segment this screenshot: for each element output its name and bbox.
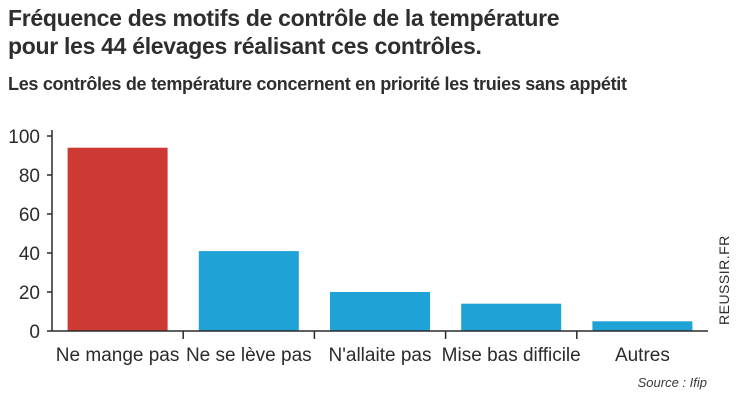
y-tick-label-0: 0: [29, 322, 40, 343]
bar-3: [461, 303, 562, 331]
category-label-4: Autres: [615, 345, 670, 366]
y-tick-label-20: 20: [19, 283, 40, 304]
category-label-1: Ne se lève pas: [186, 345, 312, 366]
bar-4: [592, 321, 693, 332]
y-tick-label-100: 100: [8, 127, 40, 148]
category-label-0: Ne mange pas: [56, 345, 180, 366]
chart-title-line-1: Fréquence des motifs de contrôle de la t…: [8, 5, 560, 31]
bar-2: [330, 292, 430, 331]
bar-1: [198, 251, 299, 331]
bar-0: [67, 147, 168, 331]
y-tick-label-40: 40: [19, 244, 40, 265]
category-label-2: N'allaite pas: [329, 345, 432, 366]
y-tick-label-60: 60: [19, 205, 40, 226]
y-tick-label-80: 80: [19, 166, 40, 187]
category-label-3: Mise bas difficile: [442, 345, 581, 366]
site-credit: REUSSIR.FR: [716, 235, 732, 325]
chart-title-line-2: pour les 44 élevages réalisant ces contr…: [8, 33, 482, 59]
source-note: Source : Ifip: [637, 375, 707, 390]
chart-subtitle: Les contrôles de température concernent …: [8, 74, 627, 94]
